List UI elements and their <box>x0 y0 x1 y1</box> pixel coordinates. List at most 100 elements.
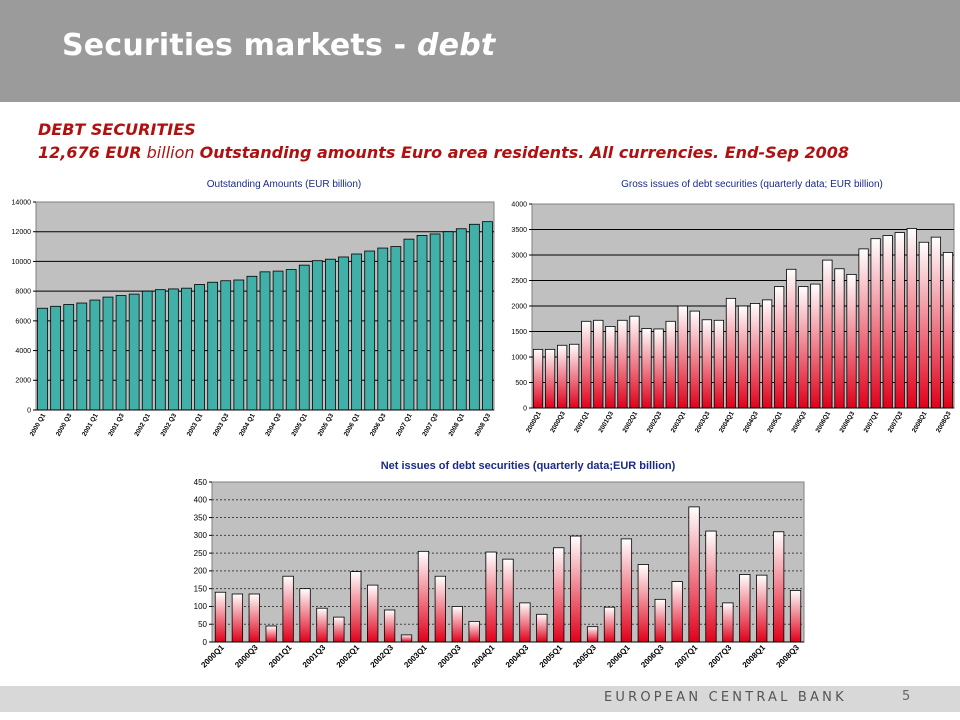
y-tick-label: 400 <box>194 496 208 505</box>
page-number: 5 <box>902 689 911 704</box>
bar <box>282 575 294 643</box>
x-tick-label: 2005Q3 <box>571 643 598 670</box>
x-tick-label: 2007Q3 <box>707 643 734 670</box>
bar <box>265 625 277 643</box>
bar <box>272 270 284 411</box>
bar <box>50 305 62 411</box>
y-tick-label: 200 <box>194 567 208 576</box>
x-tick-label: 2002Q3 <box>646 410 664 434</box>
y-tick-label: 500 <box>515 380 527 387</box>
x-tick-label: 2004 Q1 <box>238 412 257 437</box>
page-title: Securities markets - debt <box>62 28 495 63</box>
bar <box>482 221 493 411</box>
bar <box>629 315 640 409</box>
x-tick-label: 2001Q3 <box>301 643 328 670</box>
x-tick-label: 2000 Q3 <box>55 412 74 437</box>
bar <box>858 248 869 409</box>
bar <box>37 307 48 411</box>
x-tick-label: 2006Q1 <box>605 643 632 670</box>
bar <box>570 535 582 643</box>
chart-title: Net issues of debt securities (quarterly… <box>381 460 676 472</box>
y-tick-label: 0 <box>27 407 31 414</box>
y-tick-label: 350 <box>194 513 208 522</box>
bar <box>557 344 568 409</box>
x-tick-label: 2008Q3 <box>935 410 953 434</box>
page-title-italic: debt <box>416 28 496 63</box>
bar <box>350 571 362 643</box>
y-tick-label: 0 <box>523 405 527 412</box>
bar <box>377 247 389 411</box>
bar <box>442 231 454 411</box>
x-tick-label: 2008Q1 <box>911 410 929 434</box>
bar <box>316 607 328 643</box>
bar <box>822 259 833 409</box>
bar <box>168 288 179 411</box>
x-tick-label: 2001Q3 <box>597 410 615 434</box>
bar <box>532 348 544 409</box>
bar <box>220 280 232 411</box>
x-tick-label: 2005Q1 <box>766 410 784 434</box>
bar <box>894 232 905 409</box>
bar <box>846 273 857 409</box>
bar <box>654 598 666 643</box>
bar <box>906 228 917 409</box>
bar <box>502 558 514 643</box>
bar <box>403 238 415 411</box>
bar <box>918 241 929 409</box>
x-tick-label: 2006Q1 <box>814 410 832 434</box>
x-tick-label: 2003 Q1 <box>186 412 205 437</box>
x-tick-label: 2001 Q3 <box>107 412 126 437</box>
footer-band <box>0 686 960 712</box>
x-tick-label: 2006Q3 <box>639 643 666 670</box>
bar <box>689 310 700 409</box>
x-tick-label: 2002Q1 <box>335 643 362 670</box>
bar <box>772 531 785 643</box>
bar <box>102 296 114 411</box>
bar <box>882 235 893 409</box>
x-tick-label: 2000Q3 <box>549 410 567 434</box>
x-tick-label: 2007Q1 <box>863 410 881 434</box>
bar <box>605 325 616 409</box>
x-tick-label: 2008Q3 <box>774 643 801 670</box>
x-tick-label: 2001Q1 <box>573 410 591 434</box>
bar <box>713 319 724 409</box>
x-tick-label: 2006 Q3 <box>369 412 388 437</box>
bar <box>722 602 734 643</box>
bar <box>390 246 402 411</box>
x-tick-label: 2002 Q3 <box>160 412 179 437</box>
bar <box>311 260 323 411</box>
bar <box>798 286 809 409</box>
x-tick-label: 2000 Q1 <box>29 412 48 437</box>
page-title-main: Securities markets - <box>62 28 417 63</box>
bar <box>451 606 463 643</box>
y-tick-label: 250 <box>194 549 208 558</box>
bar <box>400 634 413 643</box>
bar <box>383 609 396 643</box>
x-tick-label: 2005 Q1 <box>290 412 309 437</box>
x-tick-label: 2002Q3 <box>369 643 396 670</box>
x-tick-label: 2008 Q3 <box>474 412 493 437</box>
footer-bank-name: EUROPEAN CENTRAL BANK <box>604 690 847 705</box>
bar <box>128 293 140 411</box>
y-tick-label: 3000 <box>511 252 527 259</box>
bar <box>810 283 821 409</box>
bar <box>688 506 700 643</box>
y-tick-label: 0 <box>203 638 208 647</box>
x-tick-label: 2005 Q3 <box>317 412 336 437</box>
y-tick-label: 6000 <box>15 318 31 325</box>
x-tick-label: 2001 Q1 <box>81 412 100 437</box>
net-issues-chart: Net issues of debt securities (quarterly… <box>176 456 816 686</box>
bar <box>63 304 75 411</box>
bar <box>89 299 101 411</box>
x-tick-label: 2003Q1 <box>402 643 429 670</box>
bar <box>468 620 480 643</box>
y-tick-label: 150 <box>194 584 208 593</box>
bar <box>194 284 205 411</box>
bar <box>259 271 271 411</box>
bar <box>870 238 881 409</box>
y-tick-label: 8000 <box>15 289 31 296</box>
bar <box>367 584 379 643</box>
y-tick-label: 12000 <box>12 229 32 236</box>
bar <box>338 256 349 411</box>
chart-title: Outstanding Amounts (EUR billion) <box>207 179 362 190</box>
